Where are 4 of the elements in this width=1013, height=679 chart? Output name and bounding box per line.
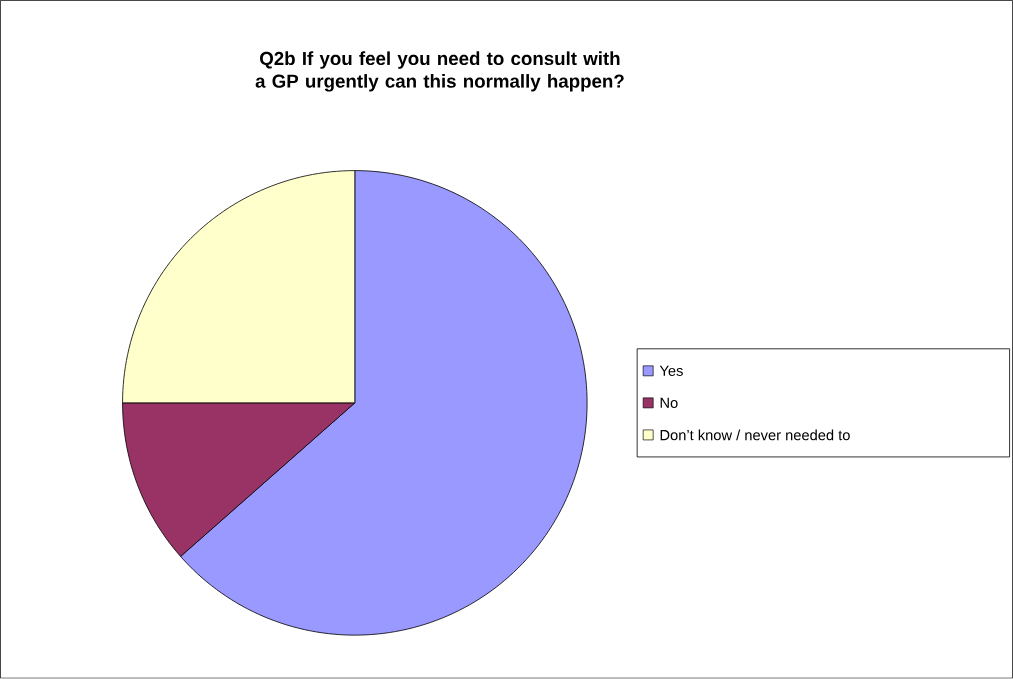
legend-label: Don’t know / never needed to (660, 429, 850, 441)
legend-label: No (660, 397, 678, 409)
legend-label: Yes (659, 365, 683, 377)
chart-title: Q2b If you feel you need to consult with a GP urgently can this normally happen? (255, 51, 624, 92)
